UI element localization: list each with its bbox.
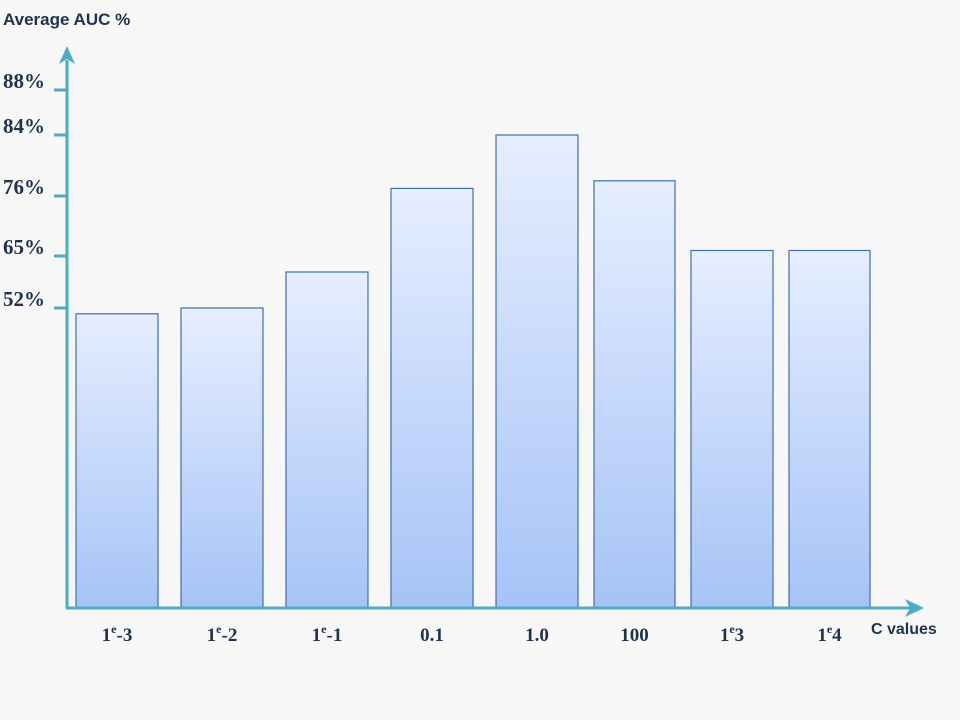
- x-axis-arrow: [905, 599, 924, 617]
- y-tick-label-3: 84%: [3, 114, 45, 138]
- y-axis-title: Average AUC %: [3, 10, 130, 29]
- x-tick-label-3: 0.1: [420, 625, 444, 646]
- x-tick-label-1: 1e-2: [207, 622, 238, 646]
- x-tick-label-2: 1e-1: [312, 622, 343, 646]
- y-tick-label-0: 52%: [3, 287, 45, 311]
- x-axis-title: C values: [871, 621, 937, 638]
- y-tick-label-2: 76%: [3, 175, 45, 199]
- bar-6: [690, 249, 774, 609]
- y-axis-arrow: [59, 46, 75, 64]
- bar-5: [593, 180, 676, 609]
- axes-group: [59, 46, 924, 617]
- x-tick-label-5: 100: [620, 625, 649, 646]
- bar-4: [495, 134, 579, 609]
- bar-1: [180, 307, 264, 609]
- y-tick-label-1: 65%: [3, 235, 45, 259]
- bars-group: [75, 134, 871, 609]
- y-tick-label-4: 88%: [3, 69, 45, 93]
- bar-0: [75, 313, 159, 609]
- bar-2: [285, 271, 369, 609]
- y-ticks-group: 52% 65% 76% 84% 88%: [3, 69, 68, 311]
- x-tick-label-0: 1e-3: [102, 622, 133, 646]
- x-ticks-group: 1e-3 1e-2 1e-1 0.1 1.0 100 1e3 1e4: [102, 622, 842, 646]
- x-tick-label-4: 1.0: [525, 625, 549, 646]
- x-tick-label-6: 1e3: [720, 622, 744, 646]
- bar-3: [390, 187, 474, 609]
- bar-7: [788, 249, 871, 609]
- x-tick-label-7: 1e4: [817, 622, 842, 646]
